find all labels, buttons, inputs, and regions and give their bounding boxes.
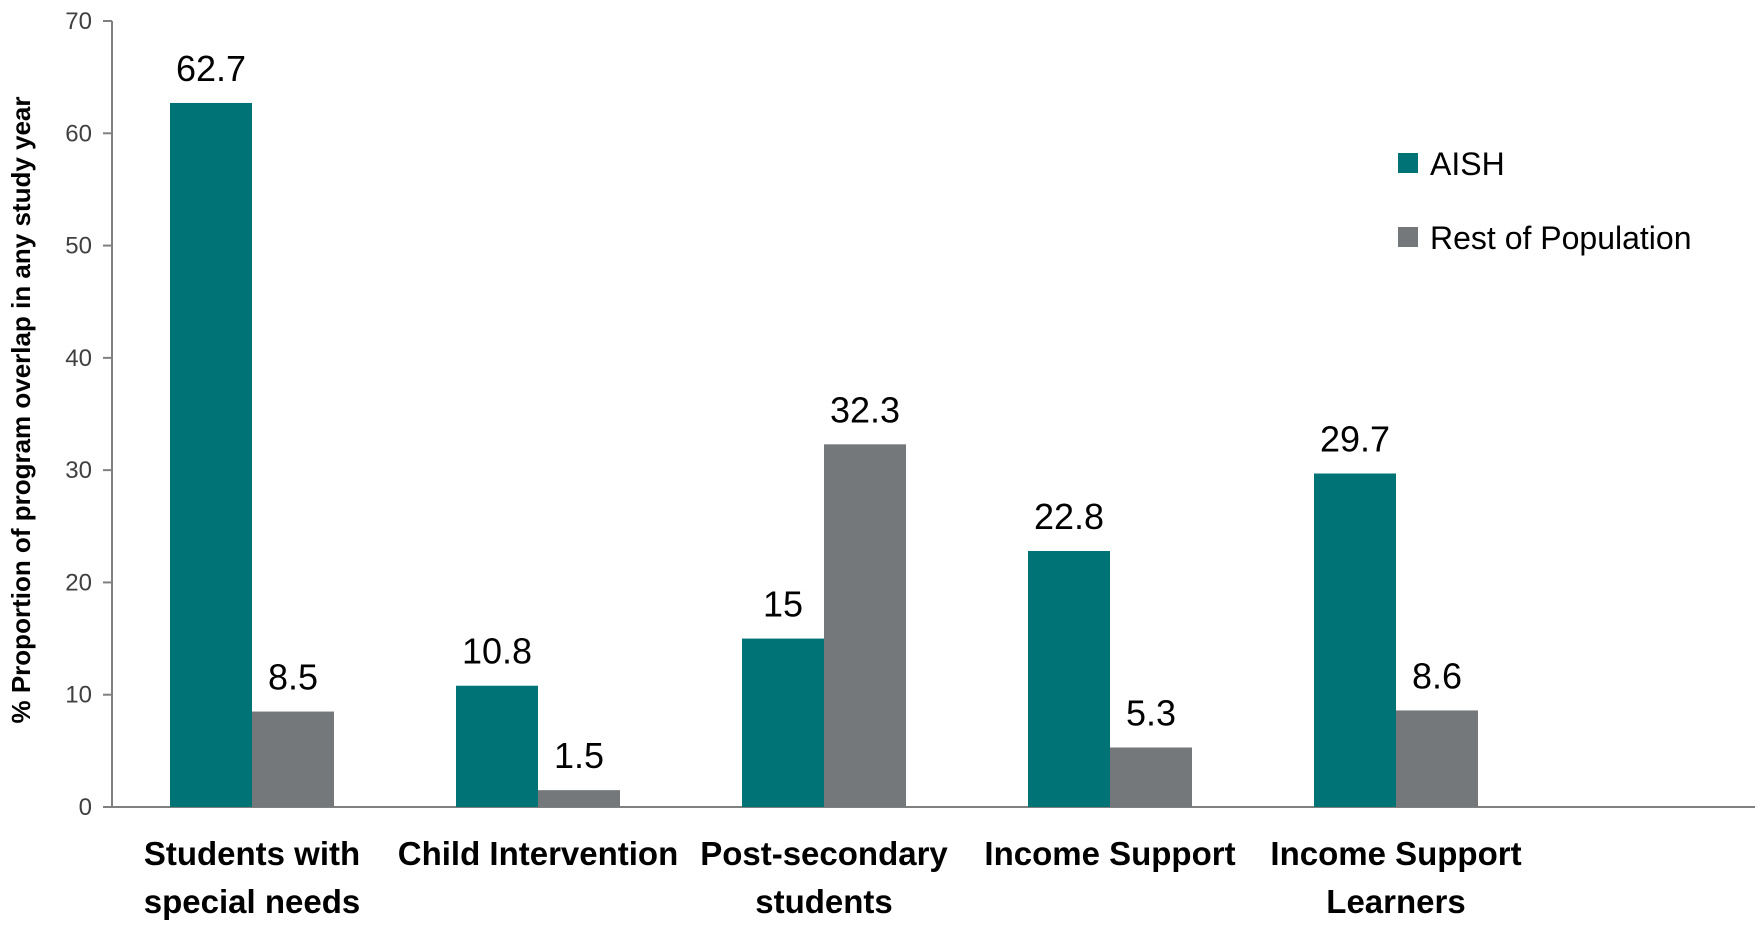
x-category-label: Income Support (984, 835, 1235, 872)
y-tick-label: 60 (65, 120, 92, 147)
x-category-label: Child Intervention (398, 835, 679, 872)
legend-swatch (1398, 227, 1418, 247)
x-category-label: Income Support (1270, 835, 1521, 872)
bar-rest-of-population (1110, 747, 1192, 807)
bar-value-label: 5.3 (1126, 692, 1176, 733)
legend-label: AISH (1430, 146, 1505, 182)
x-category-label: Post-secondary (700, 835, 948, 872)
bar-value-label: 32.3 (830, 389, 900, 430)
bar-aish (1314, 473, 1396, 807)
y-tick-label: 0 (79, 794, 92, 821)
bar-value-label: 15 (763, 584, 803, 625)
bar-rest-of-population (538, 790, 620, 807)
y-tick-label: 30 (65, 457, 92, 484)
bar-value-label: 10.8 (462, 631, 532, 672)
bar-value-label: 8.6 (1412, 655, 1462, 696)
bar-rest-of-population (824, 444, 906, 807)
x-category-label: Students with (144, 835, 360, 872)
legend-swatch (1398, 153, 1418, 173)
category-labels-group: Students with special needs Child Interven… (144, 835, 1522, 920)
x-category-label: Learners (1326, 883, 1465, 920)
y-tick-label: 40 (65, 345, 92, 372)
y-axis: 0 10 20 30 40 50 60 70 (65, 8, 113, 821)
bar-value-label: 8.5 (268, 657, 318, 698)
bar-value-label: 1.5 (554, 735, 604, 776)
bar-aish (170, 102, 252, 808)
y-axis-title: % Proportion of program overlap in any s… (6, 96, 36, 723)
y-tick-label: 20 (65, 569, 92, 596)
x-category-label: special needs (144, 883, 360, 920)
y-tick-label: 10 (65, 682, 92, 709)
bar-value-label: 62.7 (176, 48, 246, 89)
bar-aish (456, 685, 538, 807)
bars-group (170, 102, 1478, 808)
data-labels-group: 62.7 8.5 10.8 1.5 15 32.3 22.8 5.3 29.7 8.6 (176, 48, 1462, 776)
bar-rest-of-population (252, 711, 334, 807)
legend-label: Rest of Population (1430, 220, 1692, 256)
bar-value-label: 22.8 (1034, 496, 1104, 537)
bar-value-label: 29.7 (1320, 419, 1390, 460)
bar-aish (1028, 550, 1110, 807)
x-category-label: students (755, 883, 893, 920)
y-tick-label: 70 (65, 8, 92, 35)
legend: AISH Rest of Population (1398, 146, 1692, 256)
bar-aish (742, 638, 824, 807)
y-tick-label: 50 (65, 233, 92, 260)
bar-rest-of-population (1396, 710, 1478, 807)
